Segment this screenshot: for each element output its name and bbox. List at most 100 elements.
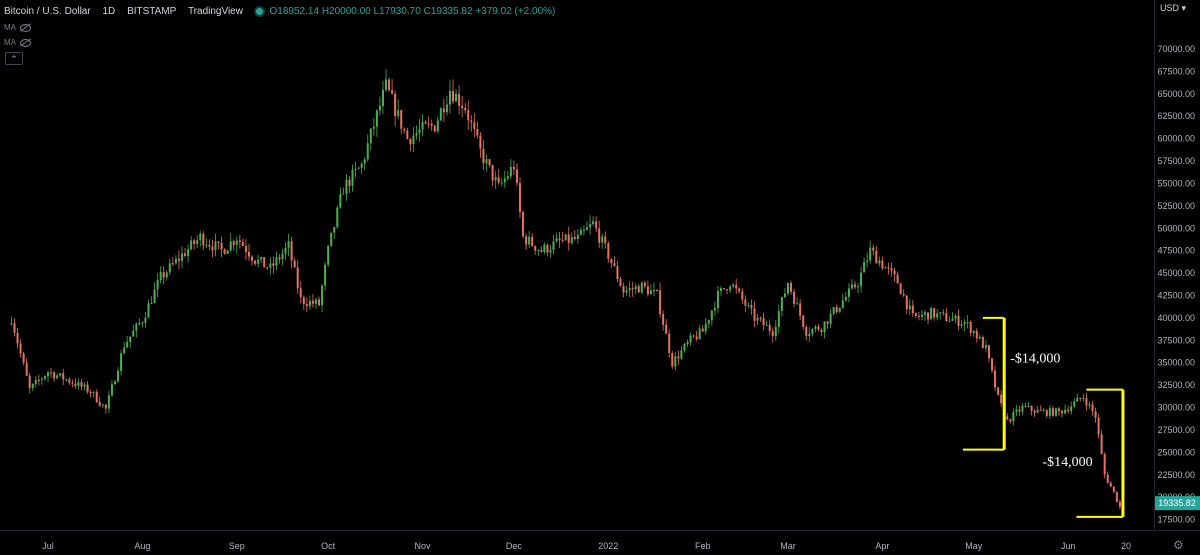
- candle-body: [805, 327, 808, 337]
- candle-body: [981, 336, 984, 349]
- time-axis[interactable]: Jul Aug Sep Oct Nov Dec 2022 Feb Mar Apr May Jun 20: [42, 541, 1131, 551]
- candle-body: [375, 110, 378, 127]
- candle-body: [741, 291, 744, 300]
- candle-body: [930, 308, 933, 320]
- candle-body: [914, 313, 917, 316]
- candle-body: [917, 315, 920, 317]
- candle-body: [59, 373, 62, 376]
- candle-body: [677, 356, 680, 359]
- candle-body: [138, 323, 141, 325]
- candle-body: [783, 293, 786, 298]
- candle-body: [101, 404, 104, 406]
- candle-body: [397, 110, 400, 117]
- market-status-icon: [255, 7, 263, 15]
- candle-body: [98, 402, 101, 406]
- candle-body: [567, 234, 570, 243]
- candle-body: [427, 123, 430, 125]
- candle-body: [129, 336, 132, 342]
- candle-body: [202, 233, 205, 246]
- candle-body: [150, 303, 153, 305]
- time-tick-label: Jun: [1061, 541, 1076, 551]
- candle-body: [43, 376, 46, 379]
- candle-body: [95, 391, 98, 403]
- time-tick-label: 2022: [598, 541, 618, 551]
- indicator-ma-1[interactable]: MA: [4, 23, 31, 32]
- symbol-name[interactable]: Bitcoin / U.S. Dollar: [4, 6, 91, 17]
- candle-body: [168, 263, 171, 273]
- candle-body: [540, 250, 543, 252]
- candle-body: [439, 108, 442, 121]
- candle-body: [994, 370, 997, 388]
- candle-body: [683, 343, 686, 351]
- candle-body: [564, 234, 567, 241]
- candle-body: [299, 288, 302, 298]
- candle-body: [966, 322, 969, 324]
- time-tick-label: Oct: [321, 541, 336, 551]
- ohlc-open: O18952.14: [269, 6, 320, 17]
- time-tick-label: 20: [1121, 541, 1131, 551]
- price-tick-label: 42500.00: [1157, 291, 1195, 301]
- candle-body: [479, 135, 482, 149]
- candle-body: [135, 323, 138, 331]
- candle-body: [1012, 412, 1015, 422]
- candles-layer: [10, 69, 1124, 510]
- candle-body: [619, 279, 622, 286]
- chevron-up-icon[interactable]: ⌃: [5, 52, 23, 65]
- candle-body: [829, 313, 832, 324]
- candle-body: [442, 108, 445, 113]
- candle-body: [391, 90, 394, 94]
- candle-body: [674, 356, 677, 367]
- candle-body: [1094, 411, 1097, 418]
- candle-body: [1015, 409, 1018, 413]
- candle-body: [589, 224, 592, 228]
- candle-body: [872, 247, 875, 251]
- candle-body: [723, 288, 726, 290]
- candle-body: [552, 241, 555, 251]
- time-tick-label: Sep: [229, 541, 245, 551]
- candle-body: [1100, 434, 1103, 455]
- candle-body: [972, 330, 975, 334]
- hidden-eye-icon[interactable]: [20, 23, 31, 32]
- candle-body: [476, 128, 479, 136]
- candle-body: [177, 258, 180, 261]
- time-tick-label: Aug: [134, 541, 150, 551]
- candle-body: [174, 258, 177, 264]
- candle-body: [293, 260, 296, 268]
- candle-body: [978, 336, 981, 339]
- hidden-eye-icon[interactable]: [20, 38, 31, 47]
- candle-body: [963, 322, 966, 325]
- candle-body: [860, 272, 863, 287]
- candle-body: [522, 211, 525, 237]
- candle-body: [226, 250, 229, 254]
- candle-body: [573, 236, 576, 240]
- candle-body: [132, 330, 135, 337]
- candle-body: [308, 300, 311, 306]
- indicator-ma-2[interactable]: MA: [4, 38, 31, 47]
- candle-body: [1067, 409, 1070, 412]
- price-tick-label: 70000.00: [1157, 44, 1195, 54]
- candle-body: [987, 345, 990, 359]
- candle-body: [704, 323, 707, 332]
- currency-selector[interactable]: USD ▾: [1160, 3, 1187, 13]
- candle-body: [835, 307, 838, 312]
- candle-body: [924, 312, 927, 315]
- candle-body: [586, 227, 588, 230]
- price-tick-label: 57500.00: [1157, 156, 1195, 166]
- gear-icon[interactable]: ⚙: [1173, 538, 1184, 552]
- price-tag-label: 19335.82: [1158, 498, 1196, 508]
- indicator-label: MA: [4, 23, 16, 32]
- candle-body: [296, 267, 299, 289]
- candle-body: [117, 370, 120, 382]
- price-tag-box: [1155, 496, 1200, 511]
- candle-body: [927, 312, 930, 320]
- interval[interactable]: 1D: [102, 6, 116, 17]
- candle-body: [808, 333, 811, 337]
- candle-body: [826, 321, 829, 324]
- price-tick-label: 25000.00: [1157, 447, 1195, 457]
- time-tick-label: Nov: [415, 541, 432, 551]
- candle-body: [497, 177, 500, 183]
- candle-body: [945, 313, 948, 322]
- ohlc-high: H20000.00: [321, 6, 371, 17]
- candle-body: [123, 347, 126, 354]
